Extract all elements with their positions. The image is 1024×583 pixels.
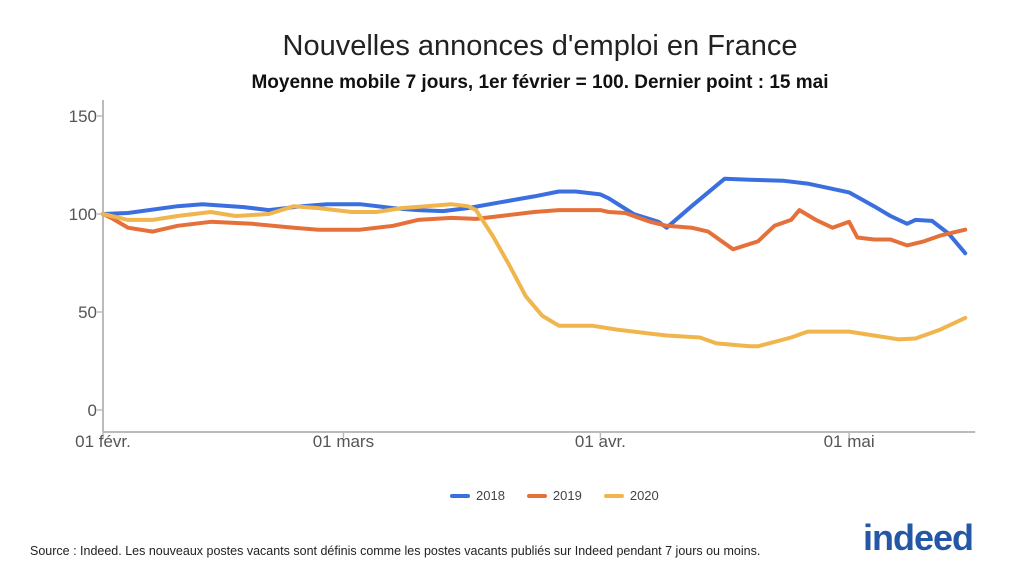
legend-label: 2018 — [476, 488, 505, 503]
x-tick-label: 01 mars — [313, 432, 374, 451]
legend-swatch — [450, 493, 470, 498]
chart-title: Nouvelles annonces d'emploi en France — [282, 30, 798, 62]
legend-swatch — [603, 493, 624, 498]
legend-label: 2020 — [629, 488, 659, 503]
x-tick-label: 01 mai — [824, 432, 875, 451]
source-note: Source : Indeed. Les nouveaux postes vac… — [30, 544, 761, 558]
indeed-logo: indeed — [863, 517, 974, 558]
legend-label: 2019 — [552, 488, 582, 503]
y-tick-label: 50 — [78, 303, 97, 322]
legend: 2018 2019 2020 — [450, 488, 659, 503]
series-line-2019 — [101, 208, 968, 252]
legend-item-2018: 2018 — [450, 488, 505, 503]
y-tick-label: 100 — [69, 205, 97, 224]
y-tick-label: 0 — [88, 401, 97, 420]
legend-item-2020: 2020 — [603, 488, 659, 503]
x-tick-label: 01 avr. — [575, 432, 626, 451]
series-line-2020 — [101, 202, 968, 349]
legend-item-2019: 2019 — [526, 488, 582, 503]
y-tick-label: 150 — [69, 107, 97, 126]
legend-swatch — [526, 493, 547, 498]
chart-subtitle: Moyenne mobile 7 jours, 1er février = 10… — [251, 72, 829, 93]
x-tick-label: 01 févr. — [75, 432, 131, 451]
